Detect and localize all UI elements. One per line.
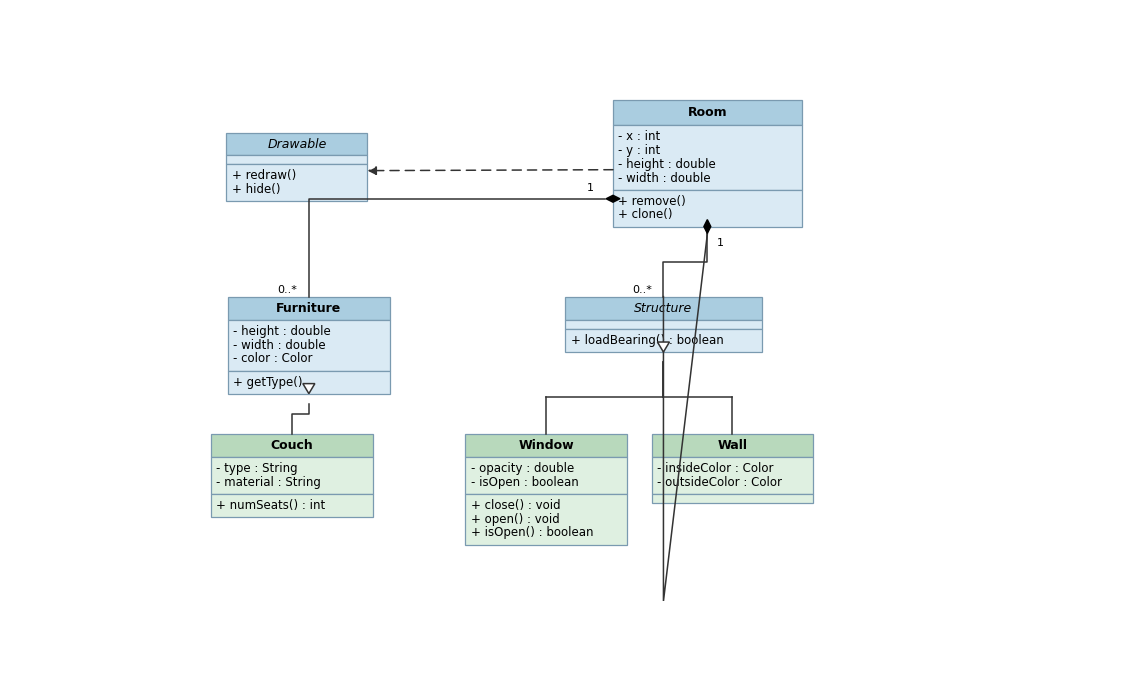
Bar (226, 155, 368, 164)
Text: - opacity : double: - opacity : double (471, 462, 574, 475)
Bar (228, 371, 390, 394)
Text: Couch: Couch (271, 439, 314, 452)
Polygon shape (302, 383, 315, 394)
Bar (613, 190, 801, 227)
Text: - y : int: - y : int (618, 144, 661, 157)
Text: 0..*: 0..* (632, 286, 652, 296)
Bar (613, 101, 801, 125)
Text: + clone(): + clone() (618, 209, 673, 221)
Bar (211, 493, 373, 517)
Polygon shape (606, 195, 620, 202)
Text: - color : Color: - color : Color (234, 352, 312, 365)
Bar (652, 457, 813, 493)
Bar (565, 296, 762, 320)
Bar (613, 125, 801, 190)
Text: + remove(): + remove() (618, 194, 686, 208)
Text: + redraw(): + redraw() (232, 169, 296, 182)
Text: - isOpen : boolean: - isOpen : boolean (471, 476, 579, 489)
Text: Furniture: Furniture (277, 302, 342, 315)
Text: Wall: Wall (717, 439, 747, 452)
Text: Room: Room (688, 106, 727, 119)
Bar (565, 329, 762, 352)
Bar (465, 433, 627, 457)
Text: + loadBearing() : boolean: + loadBearing() : boolean (571, 334, 724, 347)
Bar (652, 433, 813, 457)
Bar (565, 320, 762, 329)
Text: + open() : void: + open() : void (471, 512, 560, 526)
Polygon shape (658, 342, 670, 352)
Text: - height : double: - height : double (234, 325, 332, 338)
Bar (226, 134, 368, 155)
Bar (652, 493, 813, 503)
Text: Structure: Structure (634, 302, 692, 315)
Bar (465, 457, 627, 493)
Bar (211, 433, 373, 457)
Text: - x : int: - x : int (618, 130, 661, 143)
Text: + getType(): + getType() (234, 375, 302, 389)
Text: 0..*: 0..* (278, 286, 298, 296)
Bar (226, 164, 368, 201)
Text: Window: Window (518, 439, 574, 452)
Text: - width : double: - width : double (618, 171, 711, 184)
Text: + hide(): + hide() (232, 183, 280, 196)
Text: - material : String: - material : String (217, 476, 321, 489)
Bar (228, 296, 390, 320)
Text: + close() : void: + close() : void (471, 499, 560, 512)
Text: 1: 1 (717, 238, 724, 248)
Bar (228, 320, 390, 371)
Text: - width : double: - width : double (234, 339, 326, 352)
Text: - height : double: - height : double (618, 158, 716, 171)
Text: + isOpen() : boolean: + isOpen() : boolean (471, 526, 593, 539)
Bar (465, 493, 627, 545)
Text: - insideColor : Color: - insideColor : Color (656, 462, 773, 475)
Polygon shape (704, 219, 710, 234)
Text: Drawable: Drawable (268, 138, 327, 151)
Text: - outsideColor : Color: - outsideColor : Color (656, 476, 782, 489)
Bar (211, 457, 373, 493)
Text: 1: 1 (587, 183, 593, 193)
Text: + numSeats() : int: + numSeats() : int (217, 499, 326, 512)
Text: - type : String: - type : String (217, 462, 298, 475)
